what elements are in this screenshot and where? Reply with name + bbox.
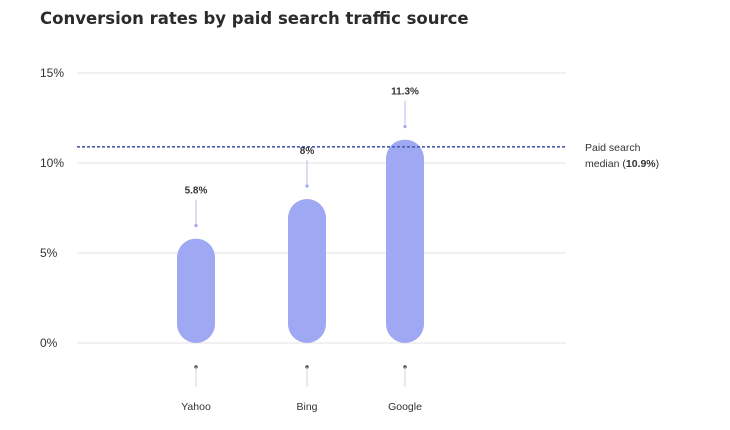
median-label-line2: median (10.9%) — [585, 158, 659, 170]
x-axis-categories: Yahoo Bing Google — [181, 365, 422, 413]
median-reference: Paid search median (10.9%) — [77, 142, 659, 170]
leader-dot — [194, 224, 198, 228]
y-axis-ticks: 0% 5% 10% 15% — [40, 66, 64, 350]
bar-bing — [288, 199, 326, 343]
bar-yahoo — [177, 238, 215, 343]
category-label-google: Google — [388, 401, 422, 413]
category-label-bing: Bing — [296, 401, 317, 413]
leader-dot — [403, 125, 407, 129]
leader-dot — [305, 184, 309, 188]
y-tick-label: 5% — [40, 246, 58, 260]
value-labels: 5.8% 8% 11.3% — [185, 87, 419, 228]
value-label-bing: 8% — [300, 146, 315, 157]
y-tick-label: 0% — [40, 336, 58, 350]
category-label-yahoo: Yahoo — [181, 401, 211, 413]
chart-title: Conversion rates by paid search traffic … — [40, 9, 469, 28]
bar-google — [386, 139, 424, 343]
y-tick-label: 10% — [40, 156, 64, 170]
bars — [177, 139, 424, 343]
median-label-line1: Paid search — [585, 142, 641, 154]
value-label-google: 11.3% — [391, 87, 419, 98]
y-tick-label: 15% — [40, 66, 64, 80]
value-label-yahoo: 5.8% — [185, 186, 208, 197]
